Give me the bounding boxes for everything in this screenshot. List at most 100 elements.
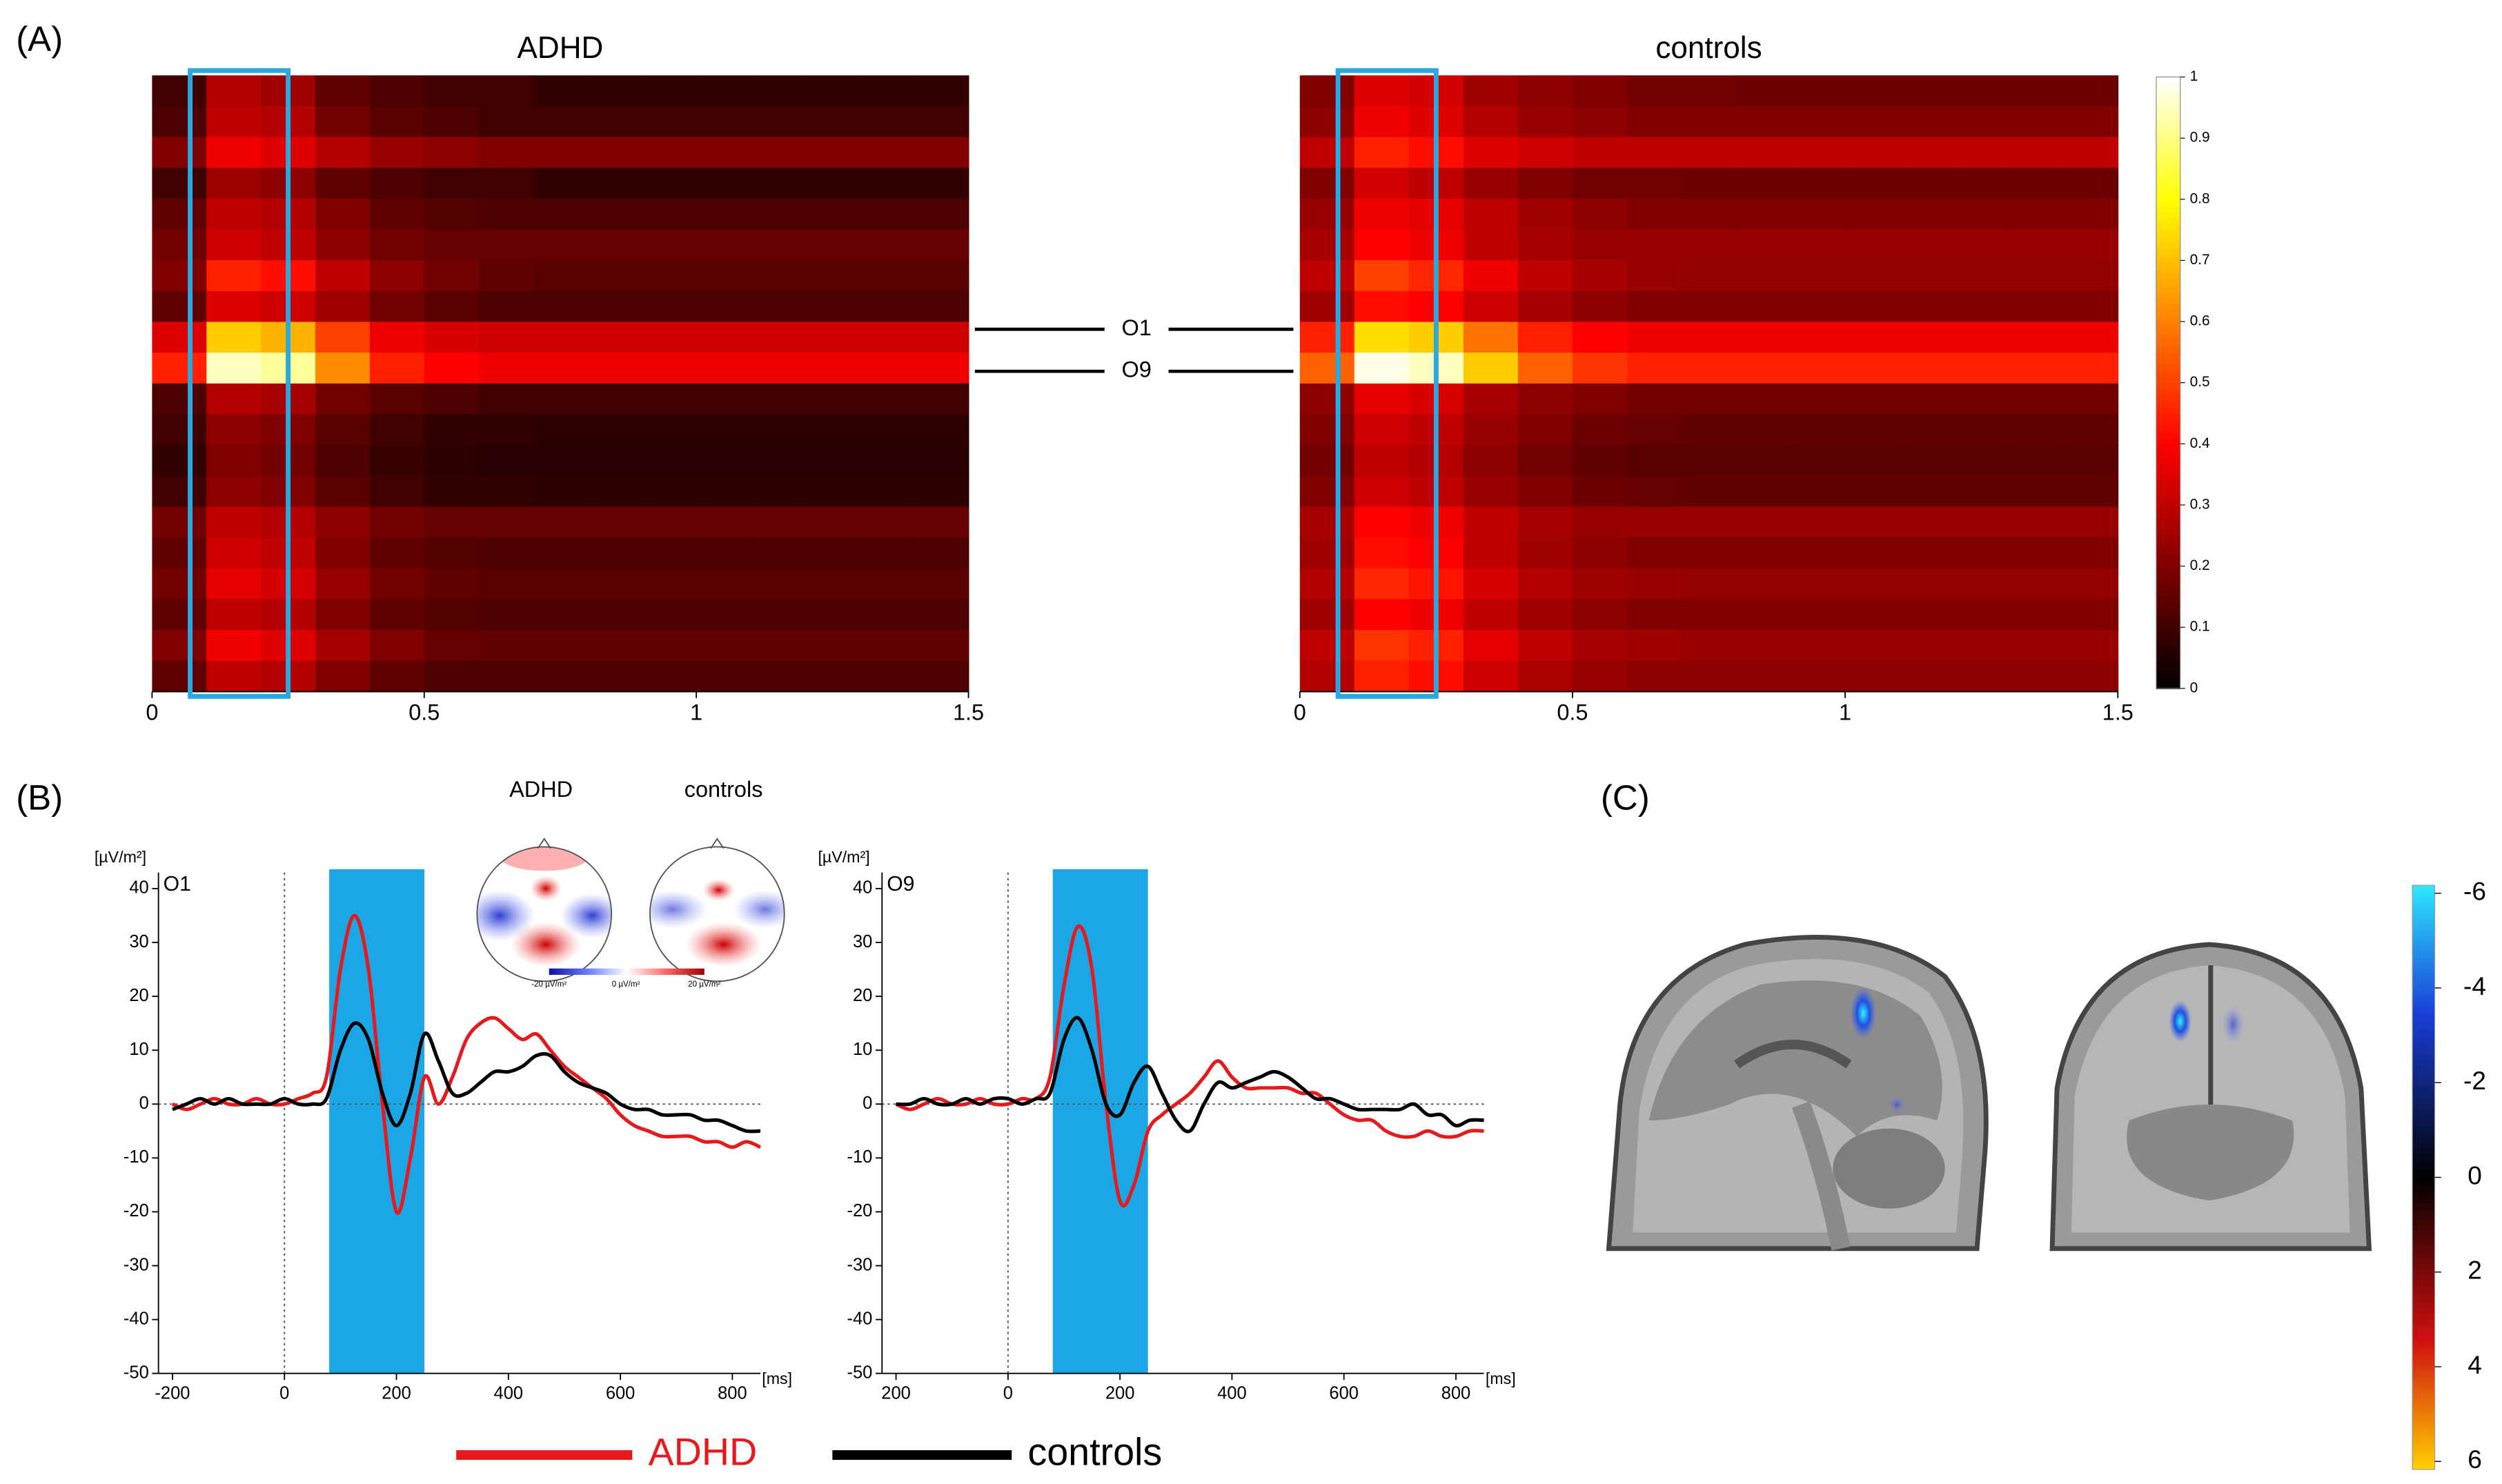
- heat-cell: [1572, 568, 1628, 600]
- heat-cell: [315, 537, 371, 569]
- heat-cell: [1626, 537, 1682, 569]
- y-tick-label: -20: [124, 1201, 149, 1220]
- heat-cell: [805, 475, 860, 508]
- heat-cell: [751, 383, 806, 415]
- heat-cell: [587, 321, 643, 354]
- series-line: [171, 913, 761, 1215]
- heat-cell: [1791, 229, 1846, 261]
- heat-cell: [1736, 260, 1791, 292]
- heat-cell: [1791, 445, 1846, 477]
- heat-cell: [478, 599, 534, 631]
- heat-cell: [1791, 75, 1846, 107]
- heat-cell: [751, 168, 806, 199]
- inset-scale-label: 0 µV/m²: [612, 980, 640, 989]
- colorbar-step: [2156, 676, 2180, 684]
- heat-cell: [478, 506, 534, 539]
- x-tick-label: 1.5: [2102, 700, 2134, 724]
- heat-cell: [805, 321, 860, 354]
- y-tick-label: 10: [129, 1040, 148, 1059]
- colorbar-step: [2156, 627, 2180, 635]
- heat-cell: [1626, 353, 1682, 384]
- colorbar-tick-label: 4: [2467, 1350, 2482, 1379]
- heat-cell: [1791, 353, 1846, 384]
- heat-cell: [696, 137, 751, 169]
- heat-cell: [1463, 137, 1519, 169]
- colorbar-step: [2156, 187, 2180, 195]
- heat-cell: [805, 168, 860, 199]
- brain-coronal: [2049, 942, 2372, 1251]
- heat-cell: [1736, 660, 1791, 693]
- colorbar-step: [2156, 132, 2180, 139]
- heat-cell: [1736, 168, 1791, 199]
- colorbar-step: [2156, 254, 2180, 261]
- heat-cell: [315, 353, 371, 384]
- colorbar-step: [2156, 388, 2180, 396]
- heat-cell: [1299, 290, 1355, 323]
- y-tick-label: 40: [129, 878, 148, 898]
- heat-cell: [1681, 321, 1737, 354]
- heat-cell: [751, 537, 806, 569]
- heat-cell: [1572, 321, 1628, 354]
- heat-cell: [206, 383, 262, 415]
- heat-cell: [424, 506, 480, 539]
- colorbar-step: [2156, 407, 2180, 415]
- heat-cell: [2063, 198, 2119, 230]
- heat-cell: [1900, 198, 1956, 230]
- heat-cell: [1954, 321, 2010, 354]
- heat-cell: [1463, 414, 1519, 446]
- heat-cell: [1354, 475, 1410, 508]
- heat-cell: [696, 168, 751, 199]
- heat-cell: [1845, 290, 1901, 323]
- heat-cell: [1354, 353, 1410, 384]
- heat-cell: [805, 260, 860, 292]
- x-tick-label: 600: [606, 1384, 636, 1403]
- y-tick-label: -10: [847, 1147, 872, 1167]
- heat-cell: [1791, 106, 1846, 138]
- heat-cell: [642, 290, 698, 323]
- heat-cell: [424, 321, 480, 354]
- colorbar-step: [2156, 651, 2180, 659]
- heat-cell: [1572, 229, 1628, 261]
- heat-cell: [1572, 599, 1628, 631]
- heat-cell: [2063, 568, 2119, 600]
- heat-cell: [642, 630, 698, 662]
- colorbar-tick-label: 1: [2190, 68, 2198, 84]
- heat-cell: [1681, 445, 1737, 477]
- heat-cell: [152, 168, 208, 199]
- colorbar-step: [2156, 480, 2180, 488]
- heat-cell: [478, 260, 534, 292]
- heat-cell: [914, 321, 969, 354]
- heat-cell: [424, 630, 480, 662]
- heat-cell: [533, 475, 589, 508]
- colorbar-step: [2156, 664, 2180, 671]
- heat-cell: [1900, 475, 1956, 508]
- colorbar-step: [2156, 175, 2180, 182]
- colorbar-step: [2156, 333, 2180, 341]
- heat-cell: [642, 414, 698, 446]
- x-tick-label: 600: [1329, 1384, 1359, 1403]
- y-tick-label: -40: [847, 1309, 872, 1328]
- heat-cell: [2009, 106, 2065, 138]
- heat-cell: [859, 568, 915, 600]
- heat-cell: [2063, 414, 2119, 446]
- heat-cell: [1791, 137, 1846, 169]
- heat-cell: [1626, 198, 1682, 230]
- heat-cell: [859, 537, 915, 569]
- heat-cell: [478, 445, 534, 477]
- heat-cell: [315, 445, 371, 477]
- heat-cell: [914, 229, 969, 261]
- heat-cell: [1954, 383, 2010, 415]
- heat-cell: [696, 353, 751, 384]
- heat-cell: [1900, 168, 1956, 199]
- heat-cell: [1791, 260, 1846, 292]
- colorbar-tick-label: -2: [2463, 1066, 2486, 1095]
- heat-cell: [696, 75, 751, 107]
- heat-cell: [696, 290, 751, 323]
- heat-cell: [1845, 568, 1901, 600]
- heat-cell: [642, 353, 698, 384]
- colorbar-step: [2156, 224, 2180, 231]
- y-tick-label: 0: [139, 1094, 149, 1113]
- heat-cell: [587, 290, 643, 323]
- topomap-colorbar: [549, 968, 705, 976]
